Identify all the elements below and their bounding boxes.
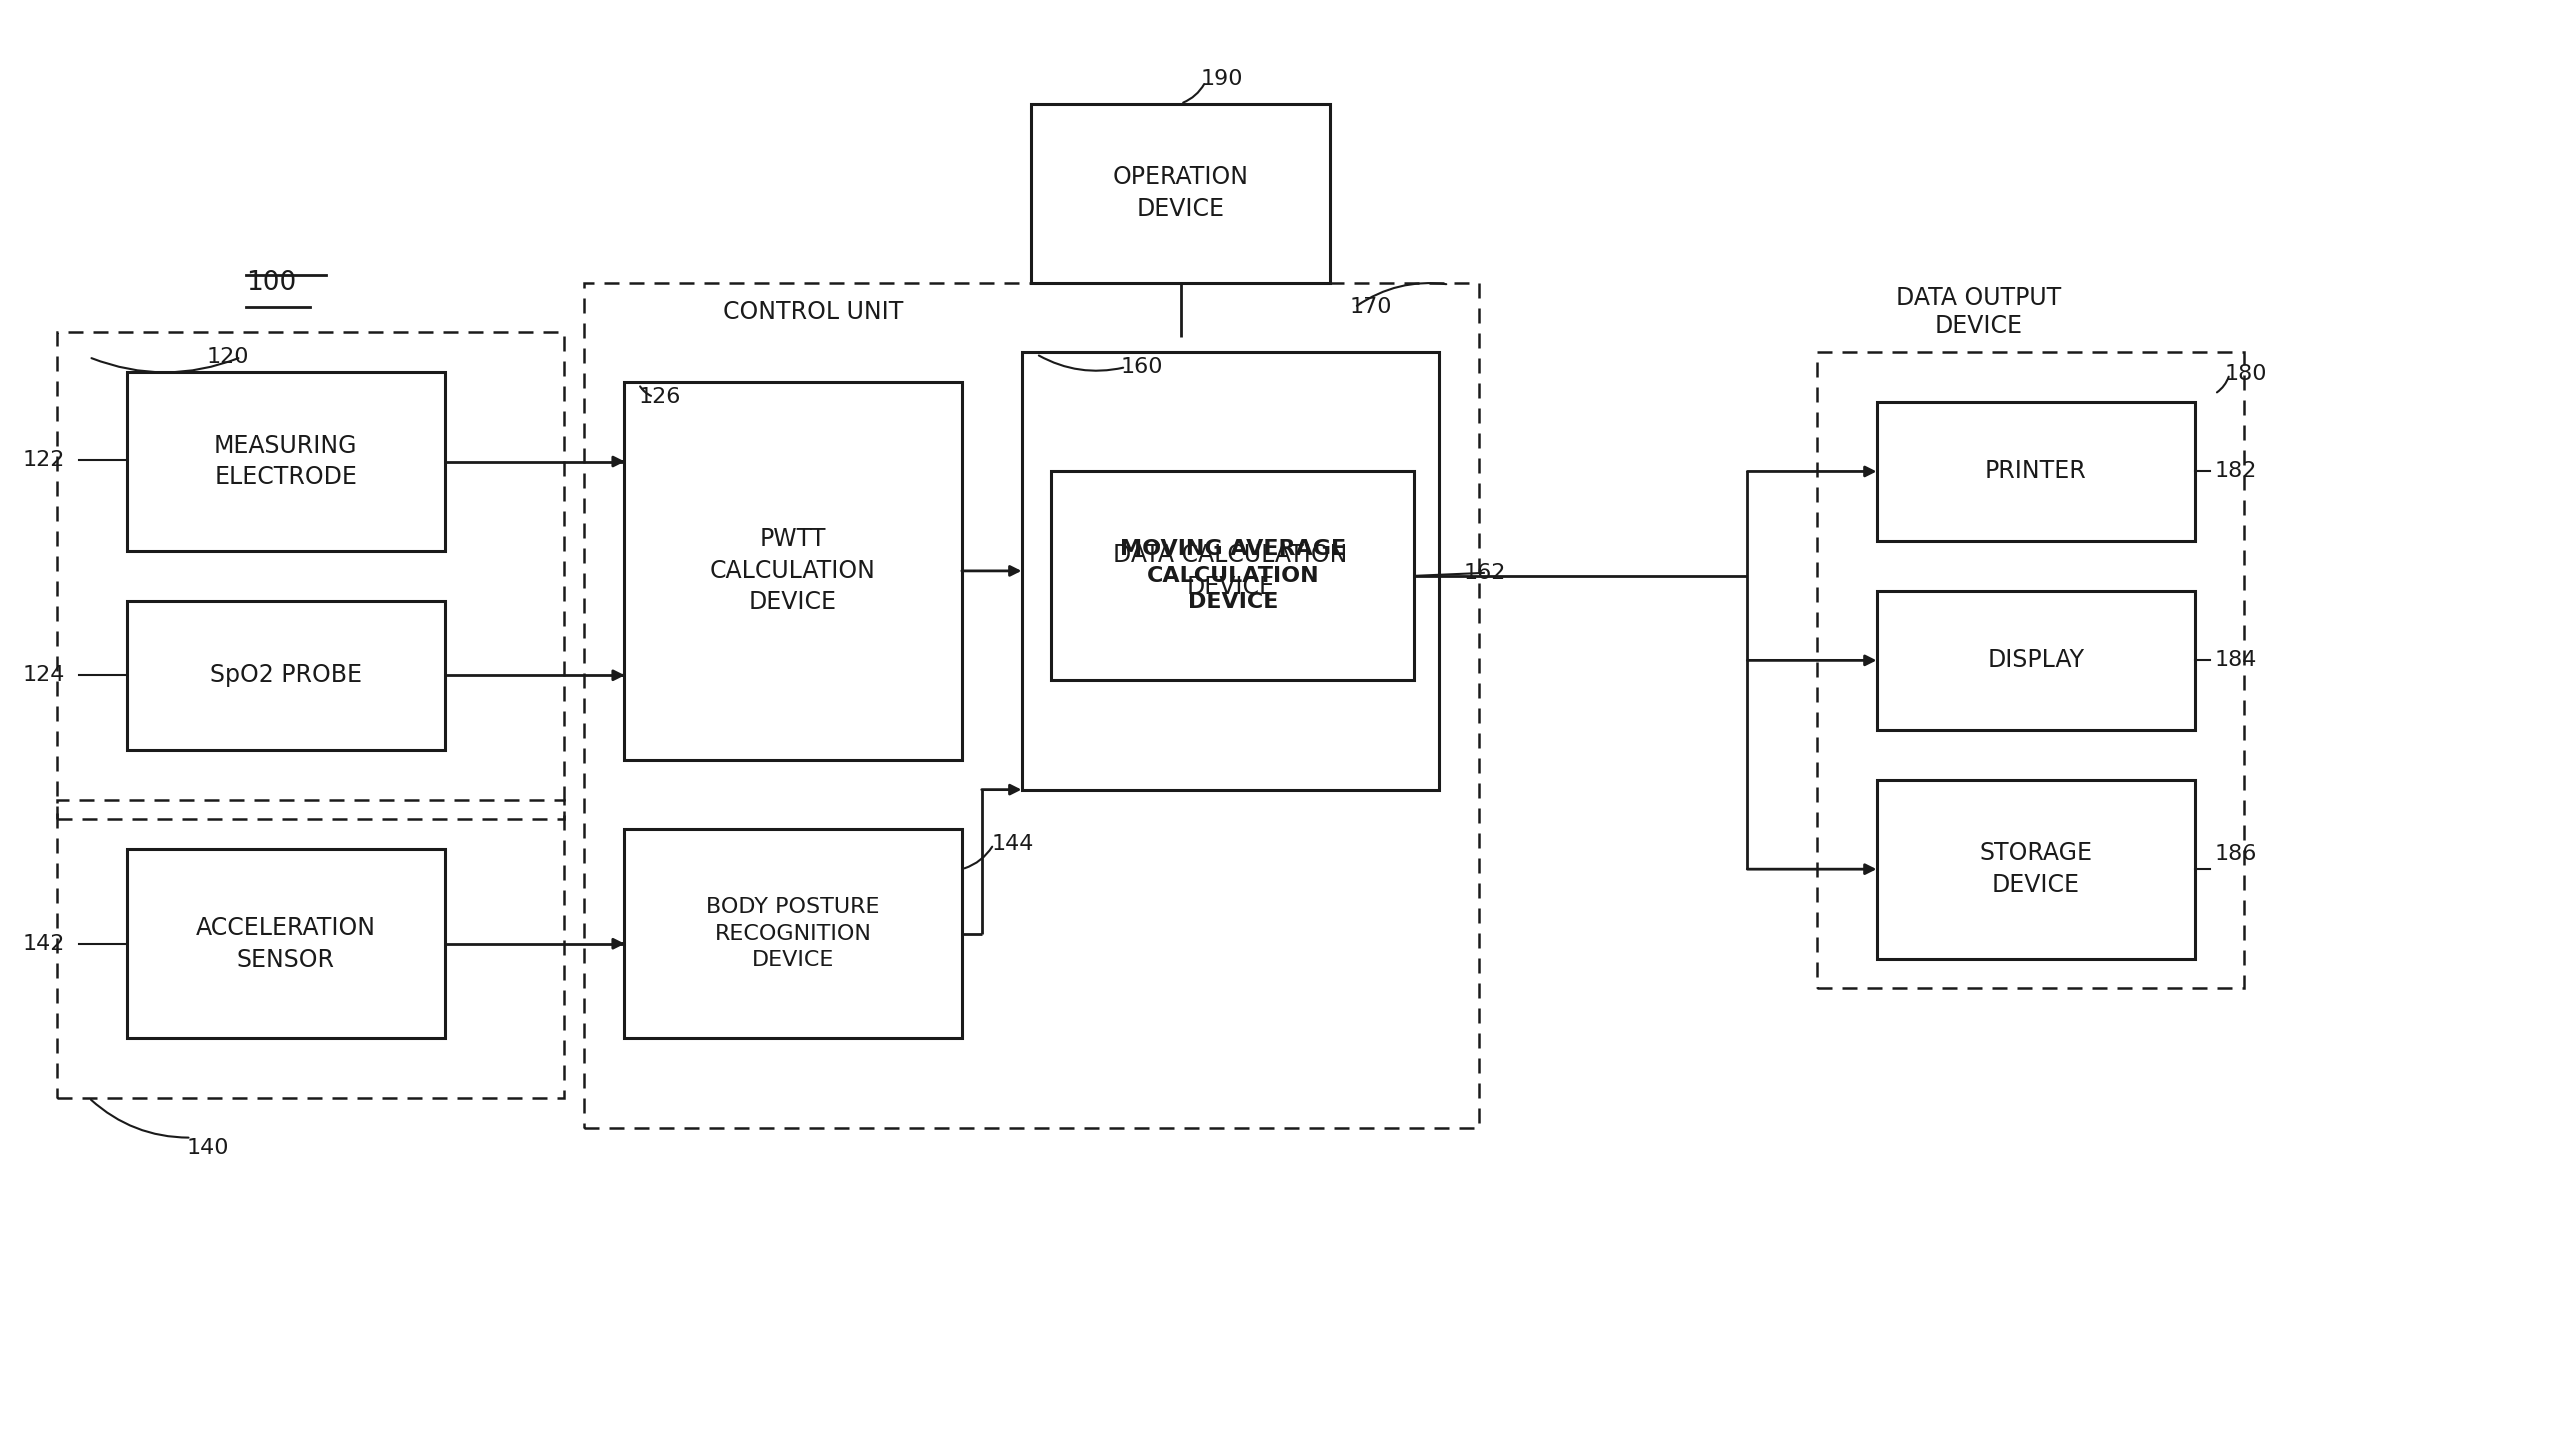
Text: PRINTER: PRINTER [1984,460,2086,483]
Text: PWTT
CALCULATION
DEVICE: PWTT CALCULATION DEVICE [711,527,875,614]
Bar [126,601,444,750]
Bar [624,830,962,1039]
Text: 144: 144 [990,834,1034,855]
Text: SpO2 PROBE: SpO2 PROBE [210,663,362,688]
Bar [1876,779,2194,959]
Text: 140: 140 [187,1138,228,1158]
Text: 162: 162 [1465,563,1506,583]
Text: MEASURING
ELECTRODE: MEASURING ELECTRODE [213,434,357,489]
Bar [56,800,565,1098]
Text: ACCELERATION
SENSOR: ACCELERATION SENSOR [195,916,375,972]
Bar [1052,472,1414,681]
Text: 100: 100 [246,270,295,296]
Bar [1876,402,2194,541]
Text: MOVING AVERAGE
CALCULATION
DEVICE: MOVING AVERAGE CALCULATION DEVICE [1119,540,1345,612]
Bar [1817,353,2245,988]
Text: DATA OUTPUT
DEVICE: DATA OUTPUT DEVICE [1896,286,2060,338]
Text: DATA CALCULATION
DEVICE: DATA CALCULATION DEVICE [1114,543,1347,599]
Bar [1876,591,2194,730]
Text: 190: 190 [1201,68,1242,89]
Bar [585,283,1478,1127]
Bar [1021,353,1440,789]
Text: 126: 126 [639,387,680,406]
Bar [624,382,962,760]
Text: DISPLAY: DISPLAY [1986,649,2084,672]
Text: 142: 142 [23,934,64,953]
Text: 122: 122 [23,450,64,470]
Text: 186: 186 [2214,844,2258,865]
Bar [126,849,444,1039]
Text: STORAGE
DEVICE: STORAGE DEVICE [1978,842,2091,897]
Bar [126,371,444,551]
Bar [56,332,565,820]
Text: 170: 170 [1350,297,1393,318]
Bar [1032,103,1329,283]
Text: 124: 124 [23,666,64,685]
Text: CONTROL UNIT: CONTROL UNIT [724,300,903,325]
Text: BODY POSTURE
RECOGNITION
DEVICE: BODY POSTURE RECOGNITION DEVICE [706,897,880,971]
Text: OPERATION
DEVICE: OPERATION DEVICE [1114,165,1250,221]
Text: 120: 120 [205,347,249,367]
Text: 180: 180 [2225,364,2268,385]
Text: 184: 184 [2214,650,2258,670]
Text: 182: 182 [2214,461,2258,482]
Text: 160: 160 [1121,357,1162,377]
